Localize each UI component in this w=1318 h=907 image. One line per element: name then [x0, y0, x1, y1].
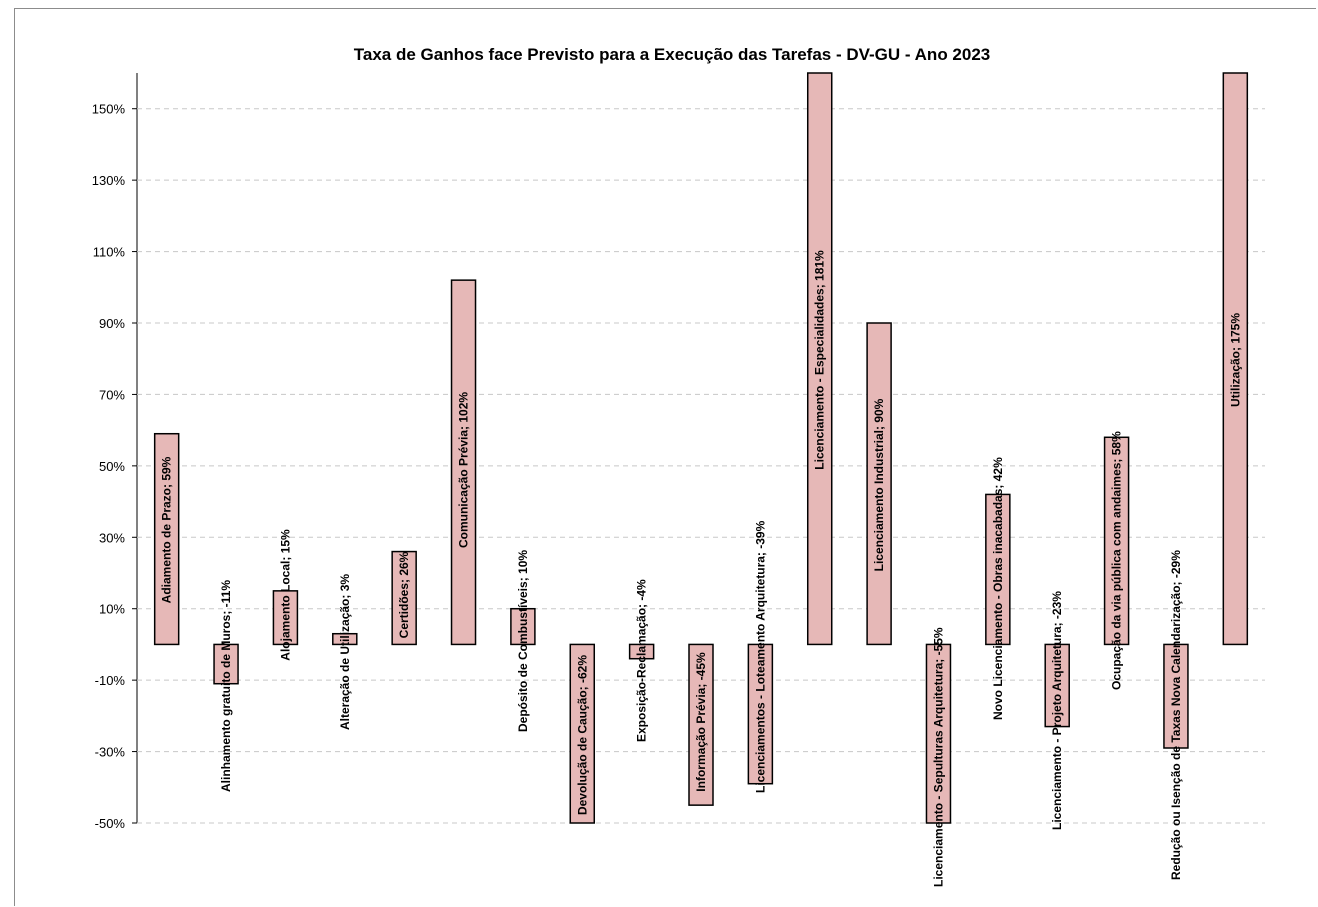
- y-tick-label: 50%: [99, 459, 125, 474]
- data-label: Novo Licenciamento - Obras inacabadas; 4…: [991, 457, 1005, 720]
- data-label: Alteração de Utilização; 3%: [338, 574, 352, 730]
- y-tick-label: 30%: [99, 530, 125, 545]
- chart-frame: [14, 8, 1316, 906]
- data-label: Devolução de Caução; -62%: [575, 655, 589, 815]
- data-label: Utilização; 175%: [1228, 313, 1242, 407]
- y-tick-label: 90%: [99, 316, 125, 331]
- bar: [332, 632, 358, 646]
- data-label: Informação Prévia; -45%: [694, 652, 708, 792]
- bar: [1044, 643, 1070, 728]
- y-tick-label: -10%: [95, 673, 126, 688]
- bar: [1222, 72, 1249, 646]
- bar: [450, 279, 477, 646]
- y-tick-label: 130%: [92, 173, 126, 188]
- y-tick-label: 110%: [93, 245, 126, 260]
- bar: [925, 643, 952, 824]
- data-label: Redução ou Isenção de Taxas Nova Calenda…: [1169, 550, 1183, 880]
- data-label: Licenciamento Industrial; 90%: [872, 398, 886, 571]
- bar: [866, 322, 892, 646]
- bar: [569, 643, 596, 824]
- y-tick-label: 150%: [92, 102, 126, 117]
- data-label: Comunicação Prévia; 102%: [457, 392, 471, 548]
- data-label: Licenciamento - Especialidades; 181%: [813, 250, 827, 470]
- data-label: Licenciamento - Projeto Arquitetura; -23…: [1050, 591, 1064, 830]
- bar: [806, 72, 833, 646]
- bar: [747, 643, 774, 785]
- data-label: Adiamento de Prazo; 59%: [160, 456, 174, 603]
- bar: [1103, 436, 1130, 646]
- data-label: Certidões; 26%: [397, 551, 411, 638]
- y-tick-label: -50%: [95, 816, 126, 831]
- data-label: Licenciamento - Sepulturas Arquitetura; …: [931, 627, 945, 887]
- y-tick-label: 70%: [99, 387, 125, 402]
- y-tick-label: -30%: [95, 745, 126, 760]
- data-labels: Adiamento de Prazo; 59% Alinhamento gratu…: [160, 250, 1243, 887]
- bar: [1163, 643, 1189, 749]
- bar: [688, 643, 714, 806]
- bar: [985, 493, 1011, 646]
- bar: [510, 607, 536, 646]
- gridlines: [137, 108, 1265, 824]
- data-label: Alojamento Local; 15%: [278, 529, 292, 661]
- data-label: Depósito de Combustíveis; 10%: [516, 550, 530, 732]
- bar: [628, 643, 655, 660]
- data-label: Licenciamentos - Loteamento Arquitetura;…: [753, 520, 767, 793]
- data-label: Exposição-Reclamação; -4%: [635, 579, 649, 742]
- data-label: Alinhamento gratuito de Muros; -11%: [219, 580, 233, 792]
- data-label: Ocupação da via pública com andaimes; 58…: [1110, 431, 1124, 690]
- y-axis-ticks: -50% -30% -10% 10% 30% 50% 70% 90% 110% 130% 150%: [92, 102, 137, 831]
- chart-title: Taxa de Ganhos face Previsto para a Exec…: [354, 45, 991, 64]
- bar: [153, 432, 180, 646]
- bar: [272, 590, 299, 646]
- bar: [213, 643, 239, 685]
- bar: [391, 550, 417, 646]
- bars: [153, 72, 1249, 824]
- y-tick-label: 10%: [99, 602, 125, 617]
